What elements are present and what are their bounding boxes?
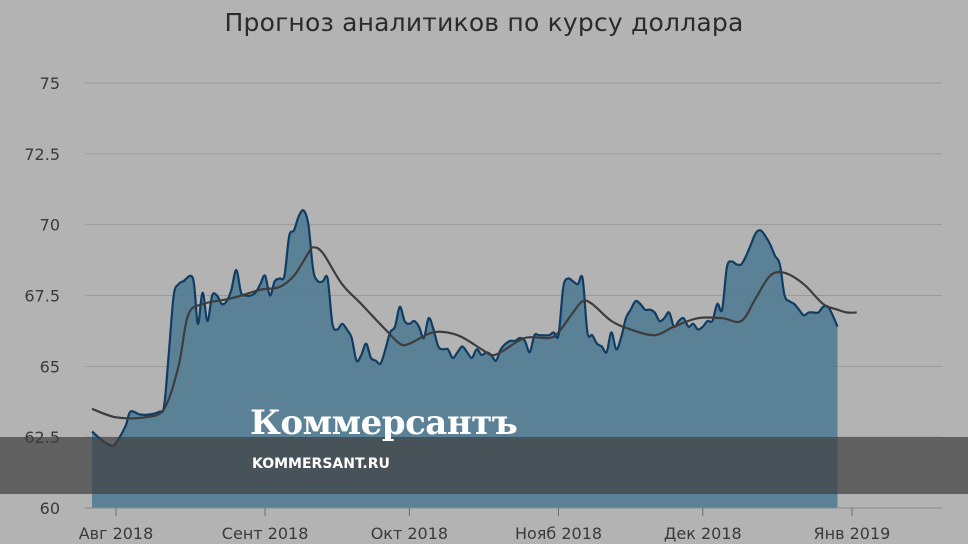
y-tick-label-72.5: 72.5 [24, 145, 60, 164]
x-tick-label-5: Янв 2019 [814, 524, 891, 543]
watermark-url: KOMMERSANT.RU [252, 456, 390, 472]
x-tick-label-2: Окт 2018 [371, 524, 448, 543]
x-tick-label-3: Нояб 2018 [515, 524, 602, 543]
chart-title: Прогноз аналитиков по курсу доллара [224, 8, 744, 37]
y-tick-label-70: 70 [40, 216, 60, 235]
watermark-logo: Коммерсантъ [250, 403, 518, 443]
y-tick-label-75: 75 [40, 74, 60, 93]
trend-series-line [91, 246, 857, 420]
y-tick-label-67.5: 67.5 [24, 287, 60, 306]
y-tick-label-65: 65 [40, 357, 60, 376]
x-tick-label-0: Авг 2018 [79, 524, 154, 543]
y-tick-label-60: 60 [40, 499, 60, 518]
x-tick-label-4: Дек 2018 [664, 524, 742, 543]
watermark-band [0, 437, 968, 494]
area-series-fill [92, 210, 838, 508]
x-tick-label-1: Сент 2018 [222, 524, 309, 543]
